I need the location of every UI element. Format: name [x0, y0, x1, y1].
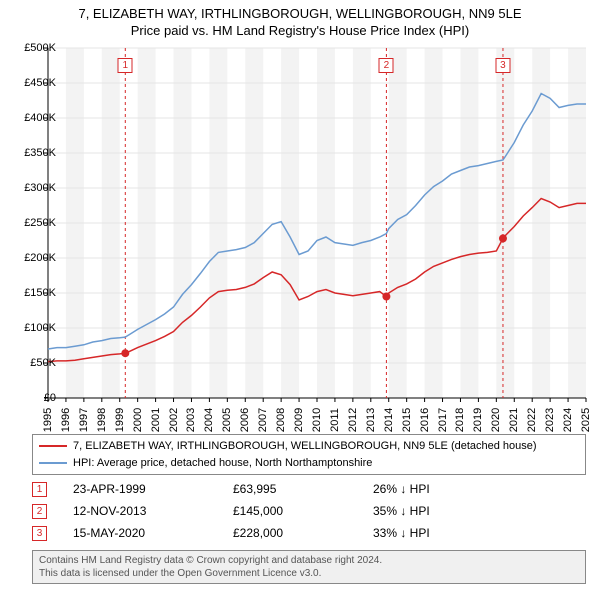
sale-marker-3: 3: [495, 58, 510, 73]
x-tick-label: 2022: [526, 408, 538, 432]
sales-table: 1 23-APR-1999£63,99526% ↓ HPI 2 12-NOV-2013…: [32, 478, 430, 544]
sale-marker-box: 3: [32, 526, 47, 541]
price-chart: [48, 48, 586, 398]
y-tick-label: £450K: [24, 77, 56, 89]
y-tick-label: £150K: [24, 287, 56, 299]
y-tick-label: £350K: [24, 147, 56, 159]
x-tick-label: 2014: [383, 408, 395, 432]
legend-swatch: [39, 462, 67, 464]
legend: 7, ELIZABETH WAY, IRTHLINGBOROUGH, WELLI…: [32, 434, 586, 475]
x-tick-label: 2023: [544, 408, 556, 432]
footer-line1: Contains HM Land Registry data © Crown c…: [39, 554, 579, 567]
sale-marker-2: 2: [379, 58, 394, 73]
x-tick-label: 1996: [60, 408, 72, 432]
x-tick-label: 2003: [185, 408, 197, 432]
sale-row: 3 15-MAY-2020£228,00033% ↓ HPI: [32, 522, 430, 544]
x-tick-label: 1999: [114, 408, 126, 432]
sale-price: £63,995: [233, 482, 373, 496]
x-tick-label: 2016: [419, 408, 431, 432]
y-tick-label: £0: [44, 392, 56, 404]
x-tick-label: 2021: [508, 408, 520, 432]
x-tick-label: 2013: [365, 408, 377, 432]
x-tick-label: 2001: [150, 408, 162, 432]
x-tick-label: 2000: [132, 408, 144, 432]
x-tick-label: 1995: [42, 408, 54, 432]
legend-swatch: [39, 445, 67, 447]
x-tick-label: 2025: [580, 408, 592, 432]
y-tick-label: £250K: [24, 217, 56, 229]
y-tick-label: £300K: [24, 182, 56, 194]
x-tick-label: 2017: [437, 408, 449, 432]
sale-marker-1: 1: [118, 58, 133, 73]
sale-row: 1 23-APR-1999£63,99526% ↓ HPI: [32, 478, 430, 500]
x-tick-label: 2020: [490, 408, 502, 432]
sale-pct-vs-hpi: 33% ↓ HPI: [373, 526, 430, 540]
title-address: 7, ELIZABETH WAY, IRTHLINGBOROUGH, WELLI…: [0, 6, 600, 23]
x-tick-label: 2004: [203, 408, 215, 432]
sale-pct-vs-hpi: 26% ↓ HPI: [373, 482, 430, 496]
y-tick-label: £400K: [24, 112, 56, 124]
x-tick-label: 2009: [293, 408, 305, 432]
sale-pct-vs-hpi: 35% ↓ HPI: [373, 504, 430, 518]
x-tick-label: 2002: [168, 408, 180, 432]
x-tick-label: 2018: [454, 408, 466, 432]
legend-row: 7, ELIZABETH WAY, IRTHLINGBOROUGH, WELLI…: [39, 438, 579, 455]
x-tick-label: 2007: [257, 408, 269, 432]
y-tick-label: £50K: [30, 357, 56, 369]
legend-label: 7, ELIZABETH WAY, IRTHLINGBOROUGH, WELLI…: [73, 438, 537, 455]
x-tick-label: 2010: [311, 408, 323, 432]
y-tick-label: £100K: [24, 322, 56, 334]
x-tick-label: 2019: [472, 408, 484, 432]
sale-price: £228,000: [233, 526, 373, 540]
sale-marker-box: 1: [32, 482, 47, 497]
y-tick-label: £500K: [24, 42, 56, 54]
x-tick-label: 2005: [221, 408, 233, 432]
sale-date: 15-MAY-2020: [73, 526, 233, 540]
sale-marker-box: 2: [32, 504, 47, 519]
x-tick-label: 1998: [96, 408, 108, 432]
attribution-footer: Contains HM Land Registry data © Crown c…: [32, 550, 586, 584]
sale-price: £145,000: [233, 504, 373, 518]
legend-label: HPI: Average price, detached house, Nort…: [73, 455, 372, 472]
x-tick-label: 2012: [347, 408, 359, 432]
sale-date: 12-NOV-2013: [73, 504, 233, 518]
x-tick-label: 2008: [275, 408, 287, 432]
x-tick-label: 2011: [329, 408, 341, 432]
title-subtitle: Price paid vs. HM Land Registry's House …: [0, 23, 600, 40]
x-tick-label: 2024: [562, 408, 574, 432]
x-tick-label: 2015: [401, 408, 413, 432]
x-tick-label: 1997: [78, 408, 90, 432]
legend-row: HPI: Average price, detached house, Nort…: [39, 455, 579, 472]
sale-row: 2 12-NOV-2013£145,00035% ↓ HPI: [32, 500, 430, 522]
title-block: 7, ELIZABETH WAY, IRTHLINGBOROUGH, WELLI…: [0, 0, 600, 40]
x-tick-label: 2006: [239, 408, 251, 432]
footer-line2: This data is licensed under the Open Gov…: [39, 567, 579, 580]
chart-container: 7, ELIZABETH WAY, IRTHLINGBOROUGH, WELLI…: [0, 0, 600, 590]
sale-date: 23-APR-1999: [73, 482, 233, 496]
y-tick-label: £200K: [24, 252, 56, 264]
